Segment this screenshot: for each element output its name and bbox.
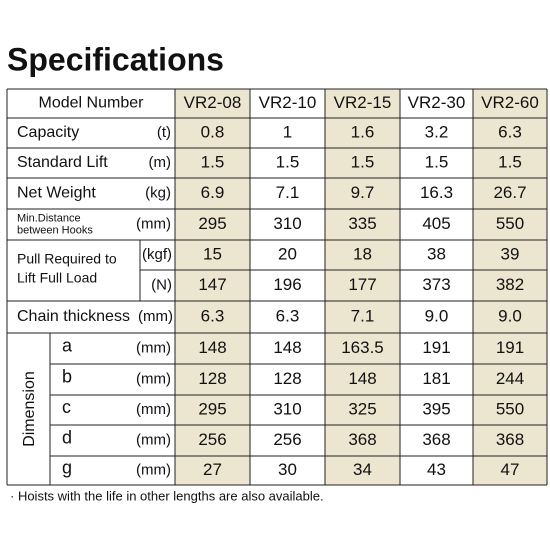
cell-value: 395: [422, 399, 450, 418]
cell-value: 3.2: [425, 122, 449, 141]
cell-value: 550: [496, 214, 524, 233]
model-name: VR2-10: [259, 93, 317, 112]
cell-value: 7.1: [351, 306, 375, 325]
unit: (mm): [136, 461, 171, 478]
cell-value: 244: [496, 369, 524, 388]
row-label: b: [62, 366, 72, 386]
row-label: Standard Lift: [17, 154, 108, 171]
cell-value: 177: [348, 275, 376, 294]
cell-value: 0.8: [201, 122, 225, 141]
cell-value: 148: [348, 369, 376, 388]
unit: (kg): [145, 184, 171, 201]
group-label: Dimension: [21, 371, 38, 447]
cell-value: 43: [427, 460, 446, 479]
cell-value: 39: [501, 244, 520, 263]
cell-value: 6.3: [498, 122, 522, 141]
cell-value: 6.3: [276, 306, 300, 325]
cell-value: 256: [273, 430, 301, 449]
model-name: VR2-30: [408, 93, 466, 112]
cell-value: 148: [273, 338, 301, 357]
row-label: Chain thickness: [17, 308, 130, 325]
model-name: VR2-60: [481, 93, 539, 112]
cell-value: 27: [203, 460, 222, 479]
cell-value: 191: [422, 338, 450, 357]
unit: (m): [149, 154, 172, 171]
unit: (mm): [136, 370, 171, 387]
cell-value: 9.0: [498, 306, 522, 325]
unit: (mm): [138, 308, 173, 325]
cell-value: 34: [353, 460, 372, 479]
cell-value: 1.5: [498, 152, 522, 171]
row-label: between Hooks: [17, 224, 93, 236]
cell-value: 1: [283, 122, 292, 141]
cell-value: 368: [422, 430, 450, 449]
model-name: VR2-08: [184, 93, 242, 112]
footnote: · Hoists with the life in other lengths …: [10, 488, 324, 503]
row-label: a: [62, 335, 73, 355]
row-label: Pull Required to: [17, 251, 117, 267]
cell-value: 1.6: [351, 122, 375, 141]
model-name: VR2-15: [334, 93, 392, 112]
cell-value: 191: [496, 338, 524, 357]
cell-value: 7.1: [276, 183, 300, 202]
cell-value: 163.5: [341, 338, 384, 357]
unit: (mm): [136, 339, 171, 356]
cell-value: 148: [198, 338, 226, 357]
cell-value: 26.7: [493, 183, 526, 202]
row-label: Min.Distance: [17, 212, 81, 224]
cell-value: 147: [198, 275, 226, 294]
unit: (t): [157, 124, 171, 141]
cell-value: 310: [273, 399, 301, 418]
unit: (mm): [136, 431, 171, 448]
cell-value: 128: [273, 369, 301, 388]
cell-value: 16.3: [420, 183, 453, 202]
cell-value: 310: [273, 214, 301, 233]
cell-value: 20: [278, 244, 297, 263]
cell-value: 181: [422, 369, 450, 388]
cell-value: 128: [198, 369, 226, 388]
cell-value: 550: [496, 399, 524, 418]
column-shade: [473, 89, 547, 485]
cell-value: 30: [278, 460, 297, 479]
unit: (mm): [136, 401, 171, 418]
cell-value: 325: [348, 399, 376, 418]
cell-value: 1.5: [201, 152, 225, 171]
cell-value: 6.9: [201, 183, 225, 202]
cell-value: 335: [348, 214, 376, 233]
cell-value: 256: [198, 430, 226, 449]
header-label: Model Number: [39, 95, 145, 112]
cell-value: 295: [198, 214, 226, 233]
row-label: g: [62, 457, 72, 477]
row-label: Lift Full Load: [17, 270, 97, 286]
cell-value: 9.0: [425, 306, 449, 325]
cell-value: 1.5: [276, 152, 300, 171]
row-label: d: [62, 427, 72, 447]
cell-value: 1.5: [351, 152, 375, 171]
unit: (kgf): [142, 246, 172, 263]
cell-value: 382: [496, 275, 524, 294]
cell-value: 38: [427, 244, 446, 263]
cell-value: 1.5: [425, 152, 449, 171]
row-label: c: [62, 397, 71, 417]
column-shade: [175, 89, 250, 485]
row-label: Net Weight: [17, 185, 96, 202]
cell-value: 47: [501, 460, 520, 479]
cell-value: 15: [203, 244, 222, 263]
column-shade: [325, 89, 400, 485]
unit: (N): [151, 276, 172, 293]
cell-value: 196: [273, 275, 301, 294]
cell-value: 295: [198, 399, 226, 418]
cell-value: 6.3: [201, 306, 225, 325]
cell-value: 368: [348, 430, 376, 449]
cell-value: 373: [422, 275, 450, 294]
cell-value: 368: [496, 430, 524, 449]
title: Specifications: [7, 41, 224, 77]
row-label: Capacity: [17, 124, 79, 141]
cell-value: 18: [353, 244, 372, 263]
unit: (mm): [136, 215, 171, 232]
cell-value: 9.7: [351, 183, 375, 202]
cell-value: 405: [422, 214, 450, 233]
